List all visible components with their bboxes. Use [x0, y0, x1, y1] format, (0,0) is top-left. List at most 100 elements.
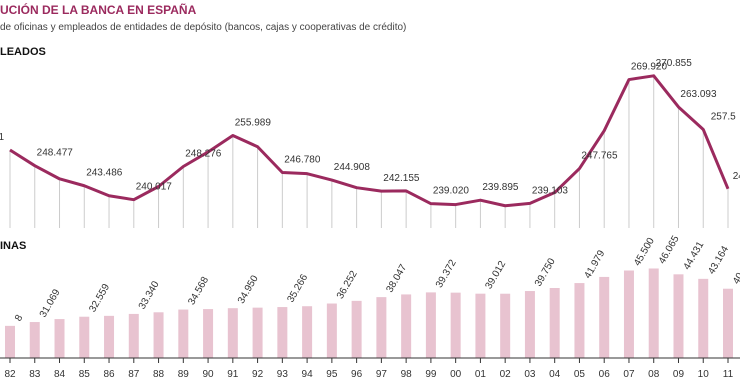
- line: [9, 74, 730, 208]
- x-tick-label: 93: [277, 369, 289, 380]
- bar: [203, 309, 214, 358]
- data-label: 255.989: [235, 118, 272, 129]
- data-label: 34.950: [236, 273, 261, 305]
- data-label: 269.920: [631, 62, 668, 73]
- data-label: 8: [13, 313, 26, 324]
- data-label: 45.500: [632, 236, 657, 268]
- bar: [376, 297, 387, 358]
- title: UCIÓN DE LA BANCA EN ESPAÑA: [0, 2, 197, 17]
- data-label: 244.908: [334, 162, 371, 173]
- panel-label: INAS: [0, 240, 26, 252]
- bar: [326, 303, 337, 358]
- bar: [475, 293, 486, 358]
- x-tick-label: 89: [178, 369, 190, 380]
- x-tick-label: 96: [351, 369, 363, 380]
- data-label: 239.103: [532, 185, 569, 196]
- x-tick-label: 87: [128, 369, 140, 380]
- x-tick-label: 86: [103, 369, 115, 380]
- data-label: 39.012: [483, 259, 508, 291]
- x-tick-label: 88: [153, 369, 165, 380]
- bar: [227, 308, 238, 358]
- x-tick-label: 98: [401, 369, 413, 380]
- x-tick-label: 07: [623, 369, 635, 380]
- x-tick-label: 09: [673, 369, 685, 380]
- data-label: 239.020: [433, 186, 470, 197]
- data-label: 33.340: [137, 279, 162, 311]
- x-tick-label: 82: [4, 369, 16, 380]
- x-tick-label: 84: [54, 369, 66, 380]
- data-label: 242.72: [733, 171, 740, 182]
- data-label: 39.372: [434, 258, 459, 290]
- data-label: 31.069: [38, 287, 63, 319]
- data-label: 41.979: [583, 248, 608, 280]
- bar: [5, 325, 15, 358]
- x-tick-label: 06: [599, 369, 611, 380]
- data-label: 35.266: [285, 272, 310, 304]
- x-tick-label: 85: [79, 369, 91, 380]
- bar: [623, 270, 634, 358]
- bar: [450, 292, 461, 358]
- x-tick-label: 90: [203, 369, 215, 380]
- data-label: 36.252: [335, 269, 360, 301]
- x-tick-label: 91: [227, 369, 239, 380]
- x-tick-label: 02: [500, 369, 512, 380]
- bar: [574, 283, 585, 358]
- x-tick-label: 11: [723, 369, 734, 380]
- x-tick-label: 00: [450, 369, 462, 380]
- data-label: 270.855: [656, 58, 693, 69]
- x-tick-label: 83: [29, 369, 41, 380]
- data-label: 46.065: [657, 234, 682, 266]
- data-label: 243.486: [86, 168, 123, 179]
- x-tick-label: 95: [326, 369, 338, 380]
- bar: [723, 288, 733, 358]
- x-tick-label: 92: [252, 369, 264, 380]
- bar: [252, 307, 263, 358]
- data-label: 247.765: [581, 151, 618, 162]
- bar: [425, 292, 436, 358]
- x-tick-label: 01: [475, 369, 487, 380]
- data-label: 263.093: [680, 89, 717, 100]
- data-label: 239.895: [482, 182, 519, 193]
- bar: [302, 306, 313, 358]
- bar: [673, 274, 684, 358]
- bar: [79, 316, 90, 358]
- data-label: 248.477: [37, 148, 74, 159]
- x-tick-label: 05: [574, 369, 586, 380]
- bar: [277, 307, 288, 358]
- data-label: 39.750: [533, 256, 558, 288]
- data-label: 38.047: [384, 262, 409, 294]
- x-tick-label: 03: [524, 369, 536, 380]
- x-tick-label: 10: [698, 369, 710, 380]
- data-label: 240.017: [136, 182, 173, 193]
- bar: [128, 313, 139, 358]
- bar: [54, 319, 65, 358]
- x-tick-label: 08: [648, 369, 660, 380]
- bar: [599, 276, 610, 358]
- data-label: 248.276: [185, 149, 222, 160]
- bar: [524, 291, 535, 358]
- bar: [351, 300, 362, 358]
- bar: [178, 309, 189, 358]
- bar: [29, 322, 40, 358]
- data-label: 43.164: [706, 244, 731, 276]
- bar: [153, 312, 164, 358]
- bar: [104, 315, 115, 358]
- data-label: 246.780: [284, 155, 321, 166]
- data-label: 32.559: [87, 282, 112, 314]
- panel-label: LEADOS: [0, 46, 46, 58]
- data-label: 34.568: [186, 275, 211, 307]
- bar: [698, 278, 709, 358]
- data-label: 257.5: [711, 111, 736, 122]
- x-tick-label: 99: [425, 369, 437, 380]
- subtitle: de oficinas y empleados de entidades de …: [0, 22, 406, 33]
- bar: [401, 294, 412, 358]
- data-label: 44.431: [682, 239, 707, 271]
- bar: [549, 288, 560, 358]
- x-tick-label: 04: [549, 369, 561, 380]
- bar: [500, 293, 511, 358]
- bar: [648, 268, 659, 358]
- x-tick-label: 97: [376, 369, 388, 380]
- data-label: 1: [0, 132, 4, 143]
